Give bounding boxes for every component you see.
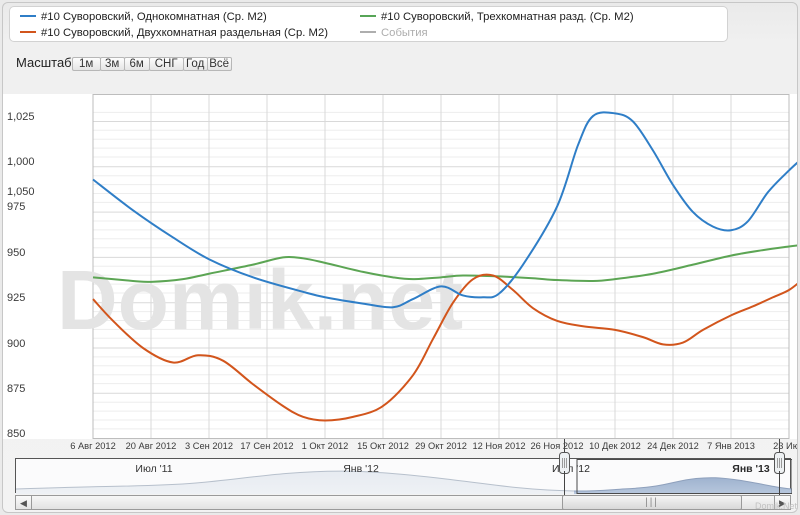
svg-text:Domik.net: Domik.net	[57, 253, 463, 347]
